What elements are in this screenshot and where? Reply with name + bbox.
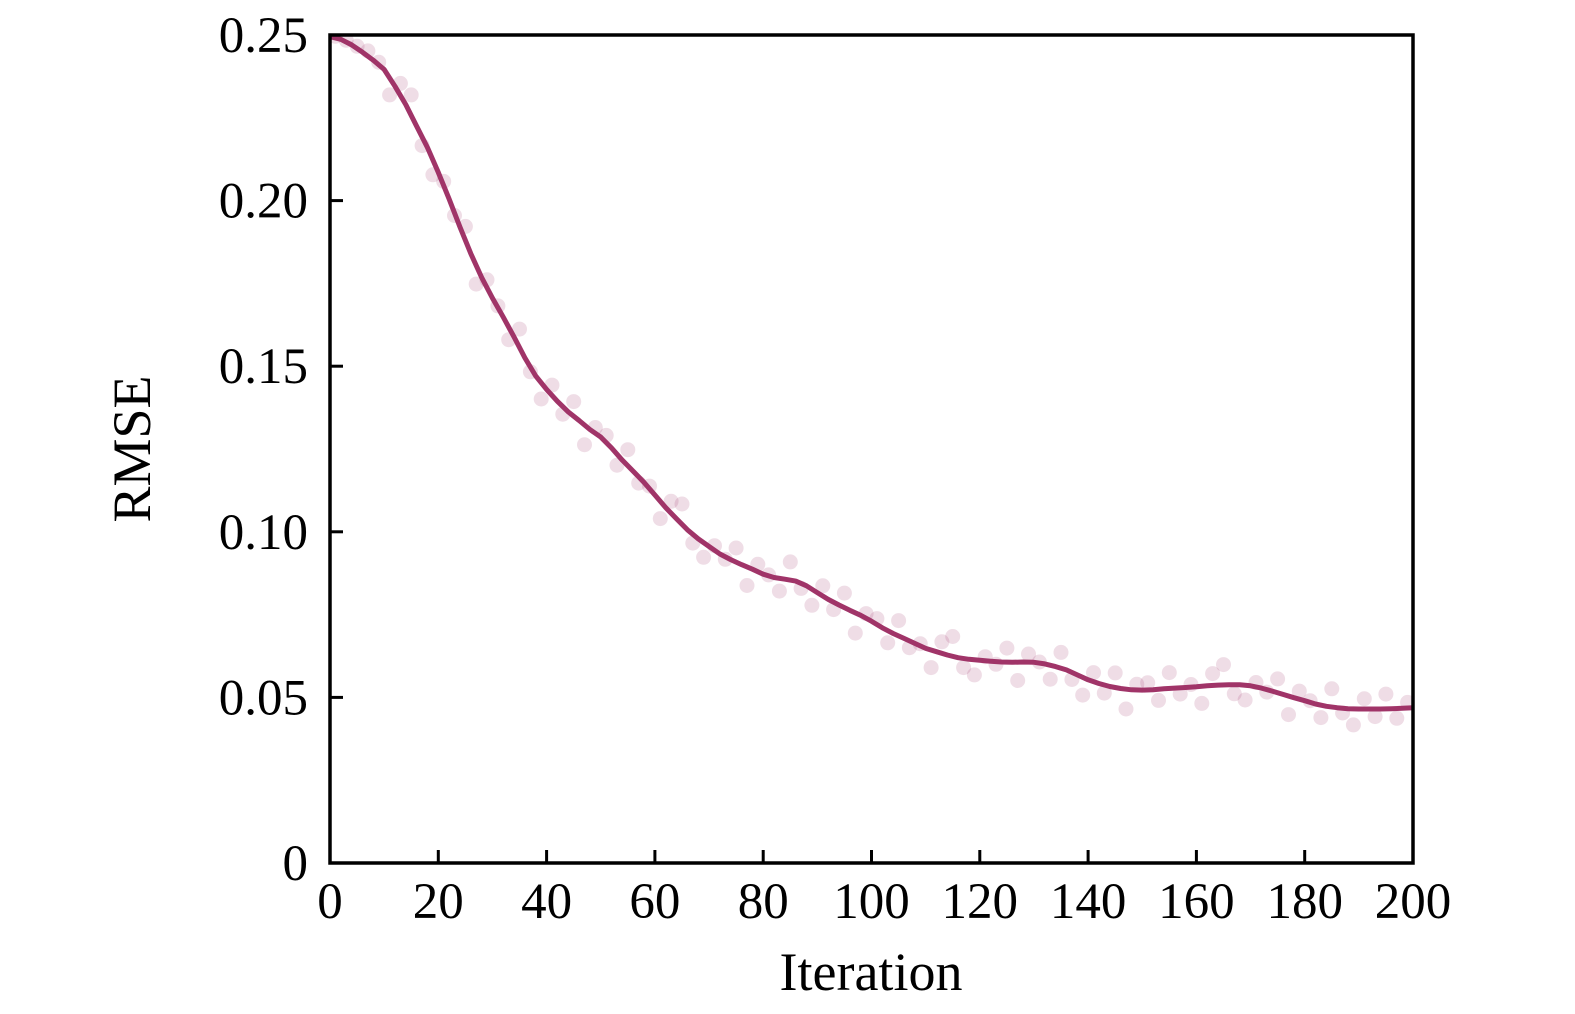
scatter-point (880, 635, 896, 651)
smoothed-line (330, 35, 1413, 712)
x-tick-label: 0 (317, 874, 343, 930)
x-tick-label: 20 (413, 874, 464, 930)
y-tick-label: 0.20 (219, 174, 308, 230)
x-tick-label: 60 (629, 874, 680, 930)
x-axis-title: Iteration (780, 942, 963, 1002)
scatter-point (966, 667, 982, 683)
x-tick-label: 100 (833, 874, 910, 930)
scatter-point (1324, 681, 1340, 697)
scatter-point (1096, 685, 1112, 701)
scatter-point (836, 585, 852, 601)
scatter-point (1118, 701, 1134, 717)
scatter-point (663, 493, 679, 509)
scatter-point (1313, 710, 1329, 726)
y-tick-label: 0.10 (219, 505, 308, 561)
scatter-point (533, 391, 549, 407)
scatter-point (403, 87, 419, 103)
scatter-point (1161, 665, 1177, 681)
scatter-point (1281, 707, 1296, 723)
scatter-point (923, 660, 939, 676)
scatter-point (1389, 710, 1405, 726)
y-axis-tick-labels: 0 0.05 0.10 0.15 0.20 0.25 (219, 8, 308, 892)
scatter-point (739, 578, 755, 593)
scatter-point (1205, 666, 1221, 682)
x-tick-label: 140 (1050, 874, 1127, 930)
scatter-point (782, 554, 798, 570)
scatter-point (1151, 692, 1166, 708)
scatter-point (1345, 717, 1361, 733)
scatter-point (1107, 665, 1123, 681)
scatter-point (728, 540, 744, 556)
scatter-point (1075, 687, 1091, 703)
scatter-point (1194, 695, 1210, 711)
x-axis-tick-labels: 0 20 40 60 80 100 120 140 160 180 200 (317, 874, 1451, 930)
scatter-point (566, 394, 582, 410)
scatter-point (620, 442, 636, 458)
scatter-point (1042, 671, 1058, 687)
scatter-point (934, 634, 950, 650)
scatter-point (804, 597, 820, 613)
scatter-point (674, 496, 690, 512)
y-axis-ticks (330, 33, 343, 865)
scatter-point (1140, 675, 1156, 691)
scatter-point (1356, 691, 1372, 707)
scatter-point (847, 625, 863, 641)
line-series (330, 35, 1413, 712)
scatter-point (999, 640, 1015, 656)
y-tick-label: 0.05 (219, 670, 308, 726)
scatter-point (1291, 683, 1307, 699)
x-tick-label: 120 (942, 874, 1019, 930)
x-tick-label: 40 (521, 874, 572, 930)
scatter-point (956, 660, 972, 676)
scatter-point (1270, 671, 1286, 687)
scatter-point (468, 276, 484, 292)
scatter-point (1237, 692, 1253, 708)
y-axis-title: RMSE (102, 375, 162, 522)
scatter-point (696, 549, 712, 565)
scatter-point (815, 578, 831, 594)
x-tick-label: 200 (1375, 874, 1452, 930)
scatter-point (382, 87, 398, 103)
x-tick-label: 80 (738, 874, 789, 930)
scatter-point (1378, 686, 1394, 702)
scatter-point (945, 629, 961, 644)
y-tick-label: 0 (283, 836, 309, 892)
x-axis-ticks (328, 850, 1415, 863)
x-tick-label: 160 (1158, 874, 1235, 930)
y-tick-label: 0.25 (219, 8, 308, 64)
plot-frame (328, 33, 1415, 865)
scatter-point (1010, 673, 1026, 688)
scatter-point (1226, 686, 1242, 702)
scatter-point (891, 613, 907, 629)
scatter-point (771, 583, 787, 599)
scatter-series (330, 35, 1413, 733)
scatter-point (1053, 644, 1069, 660)
scatter-point (1367, 709, 1383, 725)
scatter-point (577, 437, 592, 453)
scatter-point (1021, 646, 1036, 662)
scatter-point (512, 321, 527, 337)
x-tick-label: 180 (1266, 874, 1343, 930)
scatter-point (1086, 665, 1101, 681)
scatter-point (1216, 657, 1231, 673)
y-tick-label: 0.15 (219, 339, 308, 395)
scatter-point (652, 511, 668, 527)
